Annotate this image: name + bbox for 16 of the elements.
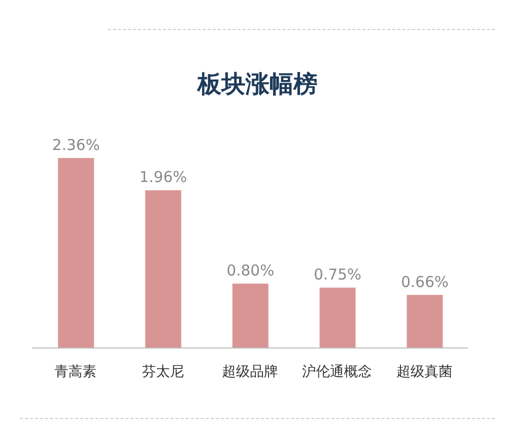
bar <box>145 190 182 348</box>
bar <box>232 284 268 348</box>
data-label: 2.36% <box>52 136 100 154</box>
chart-title: 板块涨幅榜 <box>196 69 318 100</box>
bar <box>320 288 356 348</box>
x-tick-label: 超级品牌 <box>222 364 278 380</box>
x-tick-label: 超级真菌 <box>396 364 452 380</box>
bar <box>406 294 443 348</box>
data-label: 0.66% <box>400 272 449 291</box>
x-tick-label: 沪伦通概念 <box>302 364 372 380</box>
x-tick-label: 芬太尼 <box>142 364 184 380</box>
x-tick-label: 青蒿素 <box>54 364 97 380</box>
data-label: 0.75% <box>314 266 362 284</box>
bar <box>58 158 94 348</box>
data-label: 0.80% <box>226 262 274 280</box>
data-label: 1.96% <box>139 168 188 186</box>
